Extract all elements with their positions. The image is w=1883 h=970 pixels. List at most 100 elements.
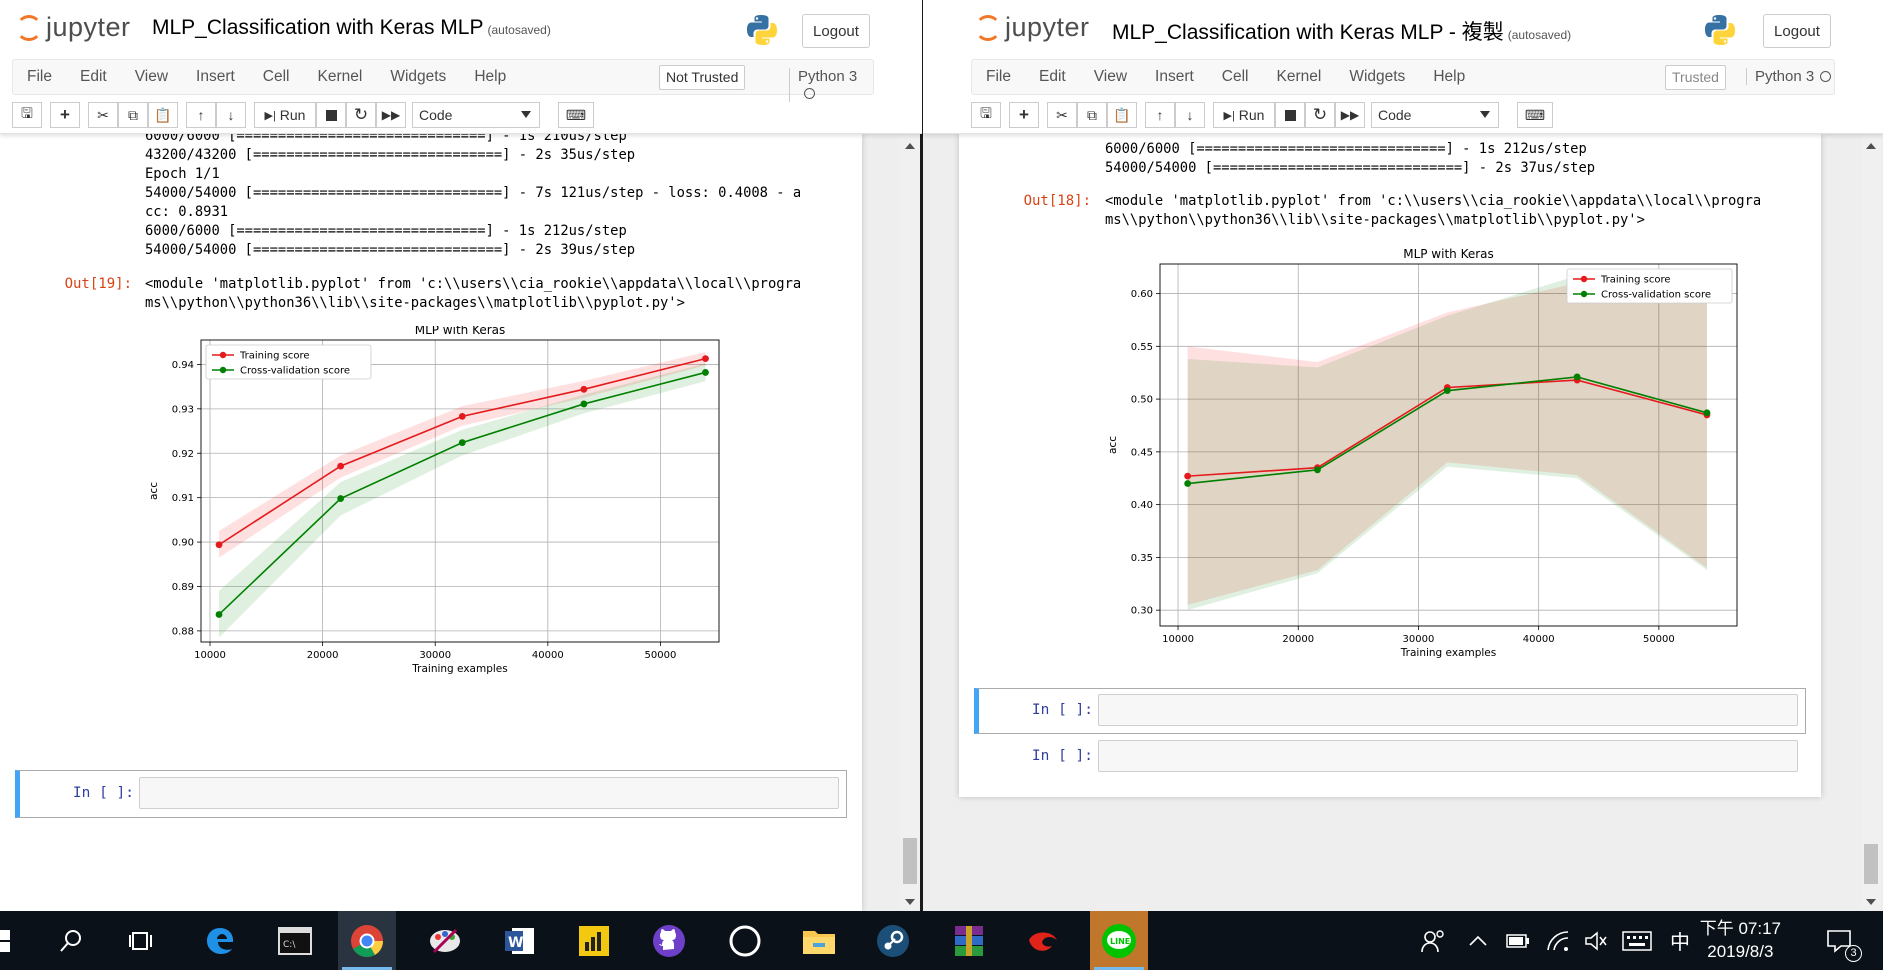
wifi-icon[interactable] [1546, 930, 1570, 952]
keyboard-icon: ⌨ [565, 106, 587, 123]
start-button[interactable] [0, 911, 28, 970]
cell-type-select[interactable]: Code [1371, 102, 1499, 128]
left-code-input[interactable] [139, 777, 839, 809]
command-palette-button[interactable]: ⌨ [558, 102, 594, 128]
menu-help[interactable]: Help [474, 68, 507, 85]
left-selected-input-cell[interactable] [15, 770, 847, 818]
cell-type-select[interactable]: Code [412, 102, 540, 128]
right-trust-indicator[interactable]: Trusted [1665, 65, 1726, 90]
menu-view[interactable]: View [1093, 68, 1128, 85]
interrupt-button[interactable] [1275, 102, 1305, 128]
cut-button[interactable]: ✂ [1047, 102, 1077, 128]
menu-edit[interactable]: Edit [79, 68, 107, 85]
left-jupyter-logo[interactable]: jupyter [16, 12, 131, 43]
menu-cell[interactable]: Cell [1221, 68, 1249, 85]
menu-kernel[interactable]: Kernel [1276, 68, 1322, 85]
word-button[interactable]: W [491, 911, 549, 970]
right-code-input-1[interactable] [1098, 694, 1798, 726]
move-up-button[interactable]: ↑ [1145, 102, 1175, 128]
left-scrollbar[interactable] [900, 134, 920, 911]
menu-insert[interactable]: Insert [1155, 68, 1194, 85]
steam-button[interactable] [864, 911, 922, 970]
move-down-button[interactable]: ↓ [216, 102, 246, 128]
menu-cell[interactable]: Cell [262, 68, 290, 85]
left-scroll-thumb[interactable] [903, 838, 917, 884]
edge-button[interactable] [191, 911, 249, 970]
save-button[interactable]: 🖫 [12, 102, 42, 128]
right-logout-button[interactable]: Logout [1763, 14, 1831, 48]
garena-button[interactable] [1014, 911, 1072, 970]
logo-text: jupyter [1005, 12, 1090, 42]
interrupt-button[interactable] [316, 102, 346, 128]
command-palette-button[interactable]: ⌨ [1517, 102, 1553, 128]
restart-run-all-button[interactable]: ▶▶ [376, 102, 406, 128]
cut-button[interactable]: ✂ [88, 102, 118, 128]
log-line: 54000/54000 [===========================… [145, 242, 636, 258]
restart-button[interactable]: ↻ [346, 102, 376, 128]
plot-area [201, 340, 719, 642]
volume-muted-icon[interactable] [1584, 930, 1608, 952]
keyboard-icon[interactable] [1622, 930, 1652, 951]
right-jupyter-logo[interactable]: jupyter [975, 12, 1090, 43]
search-button[interactable] [42, 911, 100, 970]
menu-file[interactable]: File [986, 68, 1011, 85]
left-trust-indicator[interactable]: Not Trusted [659, 65, 746, 90]
move-up-button[interactable]: ↑ [186, 102, 216, 128]
copy-button[interactable]: ⧉ [118, 102, 148, 128]
left-notebook-title[interactable]: MLP_Classification with Keras MLP (autosa… [152, 16, 551, 40]
winrar-button[interactable] [940, 911, 998, 970]
menu-edit[interactable]: Edit [1038, 68, 1066, 85]
left-logout-button[interactable]: Logout [802, 14, 870, 48]
line-button[interactable]: LINE [1090, 911, 1148, 970]
github-button[interactable] [640, 911, 698, 970]
scroll-up-icon[interactable] [905, 143, 915, 149]
svg-text:C:\: C:\ [283, 940, 296, 950]
chevron-up-icon[interactable] [1468, 935, 1488, 947]
insert-cell-button[interactable]: + [1009, 102, 1039, 128]
ime-indicator[interactable]: 中 [1670, 932, 1690, 954]
file-explorer-button[interactable] [790, 911, 848, 970]
scroll-down-icon[interactable] [905, 899, 915, 905]
battery-icon[interactable] [1506, 933, 1530, 948]
copy-button[interactable]: ⧉ [1077, 102, 1107, 128]
save-button[interactable]: 🖫 [971, 102, 1001, 128]
insert-cell-button[interactable]: + [50, 102, 80, 128]
run-button[interactable]: ▶| Run [254, 102, 316, 128]
menu-file[interactable]: File [27, 68, 52, 85]
powerbi-button[interactable] [565, 911, 623, 970]
notebook-name[interactable]: MLP_Classification with Keras MLP [152, 16, 484, 39]
menu-widgets[interactable]: Widgets [390, 68, 447, 85]
kernel-idle-icon [804, 88, 815, 99]
legend-marker [1580, 275, 1588, 283]
right-notebook-title[interactable]: MLP_Classification with Keras MLP - 複製 (a… [1112, 16, 1571, 46]
right-selected-input-cell[interactable] [974, 688, 1806, 734]
scroll-down-icon[interactable] [1866, 899, 1876, 905]
right-code-input-2[interactable] [1098, 740, 1798, 772]
restart-run-all-button[interactable]: ▶▶ [1335, 102, 1365, 128]
save-icon: 🖫 [21, 105, 33, 121]
chrome-button[interactable] [338, 911, 396, 970]
y-tick-label: 0.55 [1131, 342, 1153, 353]
task-view-button[interactable] [113, 911, 171, 970]
action-center-button[interactable]: 3 [1818, 911, 1862, 970]
taskbar-clock[interactable]: 下午 07:17 2019/8/3 [1700, 917, 1781, 963]
restart-button[interactable]: ↻ [1305, 102, 1335, 128]
menu-help[interactable]: Help [1433, 68, 1466, 85]
move-down-button[interactable]: ↓ [1175, 102, 1205, 128]
paste-button[interactable]: 📋 [1107, 102, 1137, 128]
people-icon[interactable] [1420, 928, 1446, 954]
run-button[interactable]: ▶| Run [1213, 102, 1275, 128]
menu-view[interactable]: View [134, 68, 169, 85]
menu-kernel[interactable]: Kernel [317, 68, 363, 85]
circle-app-button[interactable] [716, 911, 774, 970]
notebook-name[interactable]: MLP_Classification with Keras MLP - 複製 [1112, 21, 1504, 44]
cmd-button[interactable]: C:\ [266, 911, 324, 970]
paint-button[interactable] [416, 911, 474, 970]
paste-button[interactable]: 📋 [148, 102, 178, 128]
scroll-up-icon[interactable] [1866, 143, 1876, 149]
menu-widgets[interactable]: Widgets [1349, 68, 1406, 85]
menu-insert[interactable]: Insert [196, 68, 235, 85]
right-scroll-thumb[interactable] [1864, 844, 1878, 884]
right-scrollbar[interactable] [1861, 134, 1881, 911]
arrow-up-icon: ↑ [197, 107, 205, 123]
